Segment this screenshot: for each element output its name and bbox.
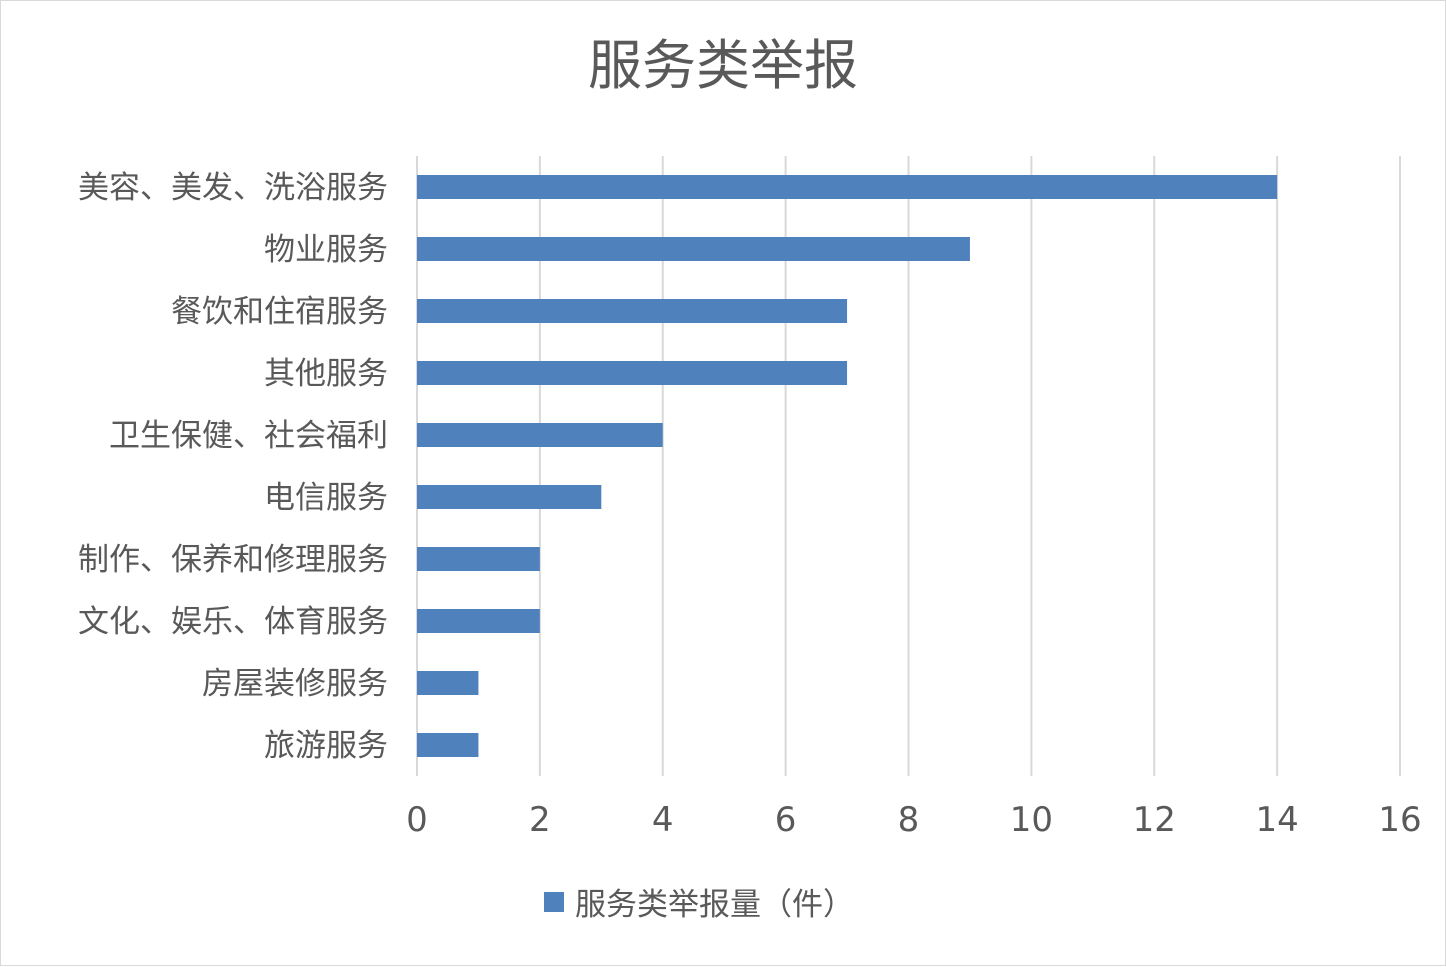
bar [417, 175, 1278, 199]
x-tick-label: 10 [1010, 800, 1053, 840]
legend-label: 服务类举报量（件） [575, 887, 854, 923]
category-label: 物业服务 [264, 232, 388, 268]
bar [417, 733, 479, 757]
bar [417, 423, 663, 447]
bar [417, 671, 479, 695]
chart-title: 服务类举报 [588, 34, 858, 97]
bar [417, 299, 848, 323]
category-label: 旅游服务 [264, 728, 388, 764]
bar [417, 237, 970, 261]
category-label: 其他服务 [264, 356, 388, 392]
category-labels: 美容、美发、洗浴服务物业服务餐饮和住宿服务其他服务卫生保健、社会福利电信服务制作… [78, 170, 388, 764]
x-tick-label: 12 [1133, 800, 1176, 840]
x-tick-labels: 0 2 4 6 8 10 12 14 16 [406, 800, 1421, 840]
category-label: 卫生保健、社会福利 [109, 418, 388, 454]
category-label: 文化、娱乐、体育服务 [78, 604, 388, 640]
legend-swatch [544, 892, 564, 912]
x-tick-label: 4 [652, 800, 674, 840]
x-tick-label: 8 [898, 800, 920, 840]
category-label: 美容、美发、洗浴服务 [78, 170, 388, 206]
x-tick-label: 6 [775, 800, 797, 840]
category-label: 制作、保养和修理服务 [78, 542, 388, 578]
x-tick-label: 14 [1255, 800, 1298, 840]
bar [417, 547, 540, 571]
x-tick-label: 16 [1378, 800, 1421, 840]
bar [417, 609, 540, 633]
bar [417, 485, 602, 509]
category-label: 房屋装修服务 [202, 666, 388, 702]
bar [417, 361, 848, 385]
category-label: 电信服务 [264, 480, 388, 516]
x-tick-label: 0 [406, 800, 428, 840]
category-label: 餐饮和住宿服务 [171, 294, 388, 330]
bars [417, 175, 1278, 757]
x-tick-label: 2 [529, 800, 551, 840]
legend: 服务类举报量（件） [544, 887, 854, 923]
